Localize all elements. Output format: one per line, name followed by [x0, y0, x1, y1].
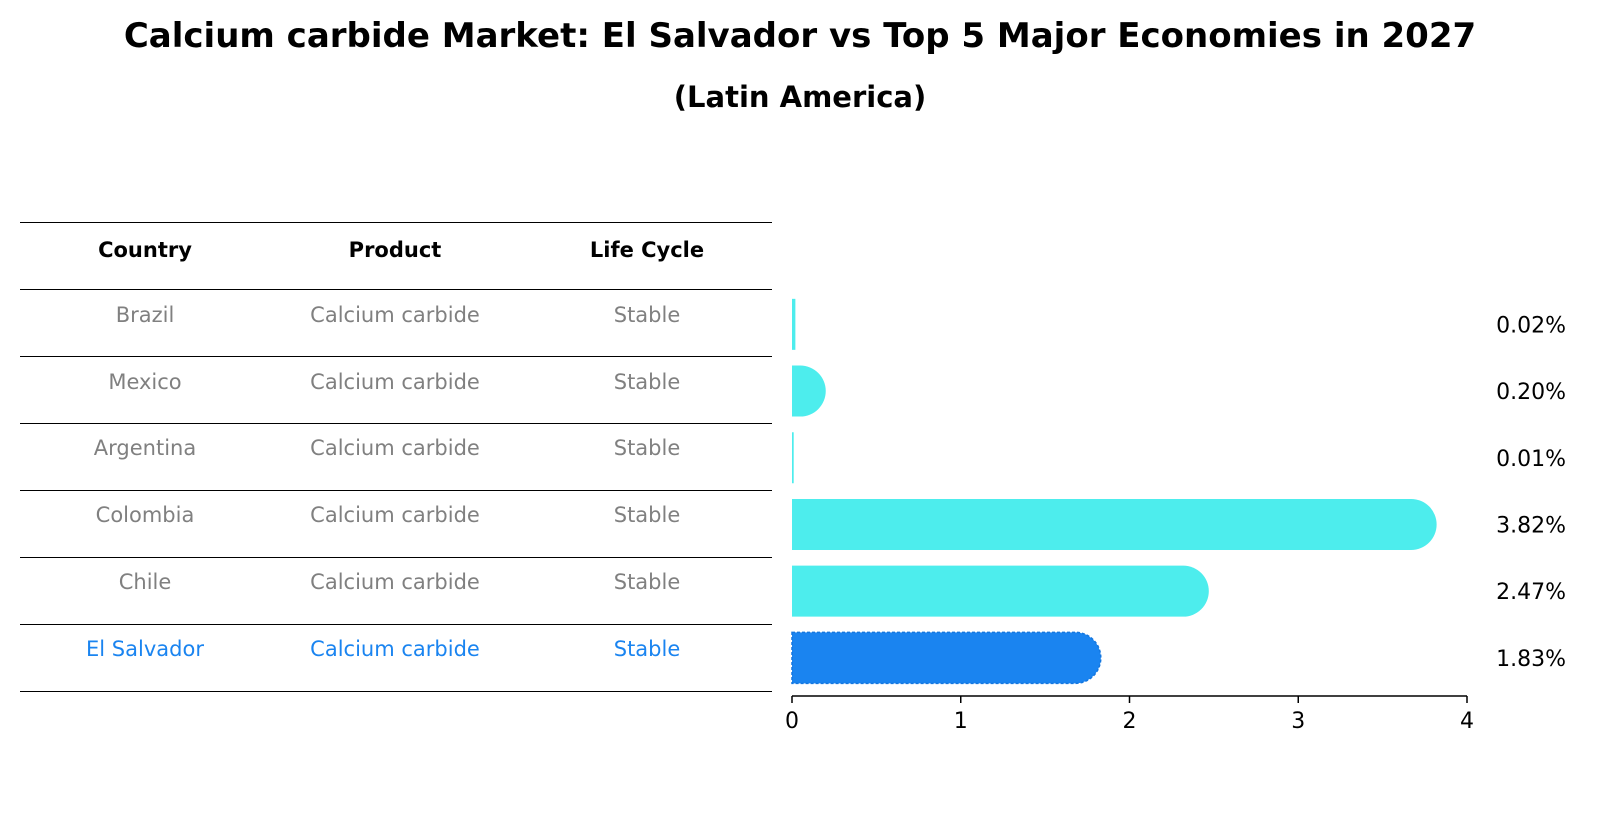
product-cell: Calcium carbide	[310, 303, 480, 327]
x-tick-label: 3	[1291, 709, 1305, 734]
country-cell: Colombia	[95, 503, 195, 527]
value-label: 0.20%	[1496, 380, 1566, 405]
value-label: 2.47%	[1496, 580, 1566, 605]
bar-el-salvador	[791, 631, 1102, 685]
country-cell: Mexico	[108, 370, 182, 394]
life-cycle-cell: Stable	[613, 637, 681, 661]
header-life-cycle: Life Cycle	[589, 238, 705, 262]
x-tick-label: 1	[954, 709, 968, 734]
bar-mexico	[792, 365, 826, 417]
x-tick-label: 0	[785, 709, 799, 734]
life-cycle-cell: Stable	[613, 503, 681, 527]
table-rule	[20, 624, 772, 625]
table-rule	[20, 222, 772, 223]
chart-subtitle: (Latin America)	[673, 80, 927, 114]
table-rule	[20, 557, 772, 558]
table-rule	[20, 289, 772, 290]
bar-argentina	[792, 432, 794, 484]
country-cell: Chile	[118, 570, 172, 594]
x-tick-label: 2	[1123, 709, 1137, 734]
product-cell: Calcium carbide	[310, 570, 480, 594]
table-rule	[20, 423, 772, 424]
bar-colombia	[792, 498, 1437, 550]
header-product: Product	[348, 238, 442, 262]
life-cycle-cell: Stable	[613, 436, 681, 460]
chart-title: Calcium carbide Market: El Salvador vs T…	[123, 16, 1477, 56]
table-rule	[20, 691, 772, 692]
life-cycle-cell: Stable	[613, 570, 681, 594]
value-label: 0.01%	[1496, 447, 1566, 472]
header-country: Country	[98, 238, 192, 262]
value-label: 3.82%	[1496, 513, 1566, 538]
life-cycle-cell: Stable	[613, 370, 681, 394]
bar-brazil	[792, 298, 796, 350]
country-cell: Brazil	[115, 303, 175, 327]
product-cell: Calcium carbide	[310, 503, 480, 527]
table-rule	[20, 490, 772, 491]
bar-chile	[792, 565, 1209, 617]
value-label: 0.02%	[1496, 313, 1566, 338]
value-label: 1.83%	[1496, 647, 1566, 672]
product-cell: Calcium carbide	[310, 637, 480, 661]
product-cell: Calcium carbide	[310, 370, 480, 394]
product-cell: Calcium carbide	[310, 436, 480, 460]
life-cycle-cell: Stable	[613, 303, 681, 327]
country-cell: El Salvador	[86, 637, 204, 661]
country-cell: Argentina	[93, 436, 197, 460]
x-tick-label: 4	[1460, 709, 1474, 734]
table-rule	[20, 356, 772, 357]
